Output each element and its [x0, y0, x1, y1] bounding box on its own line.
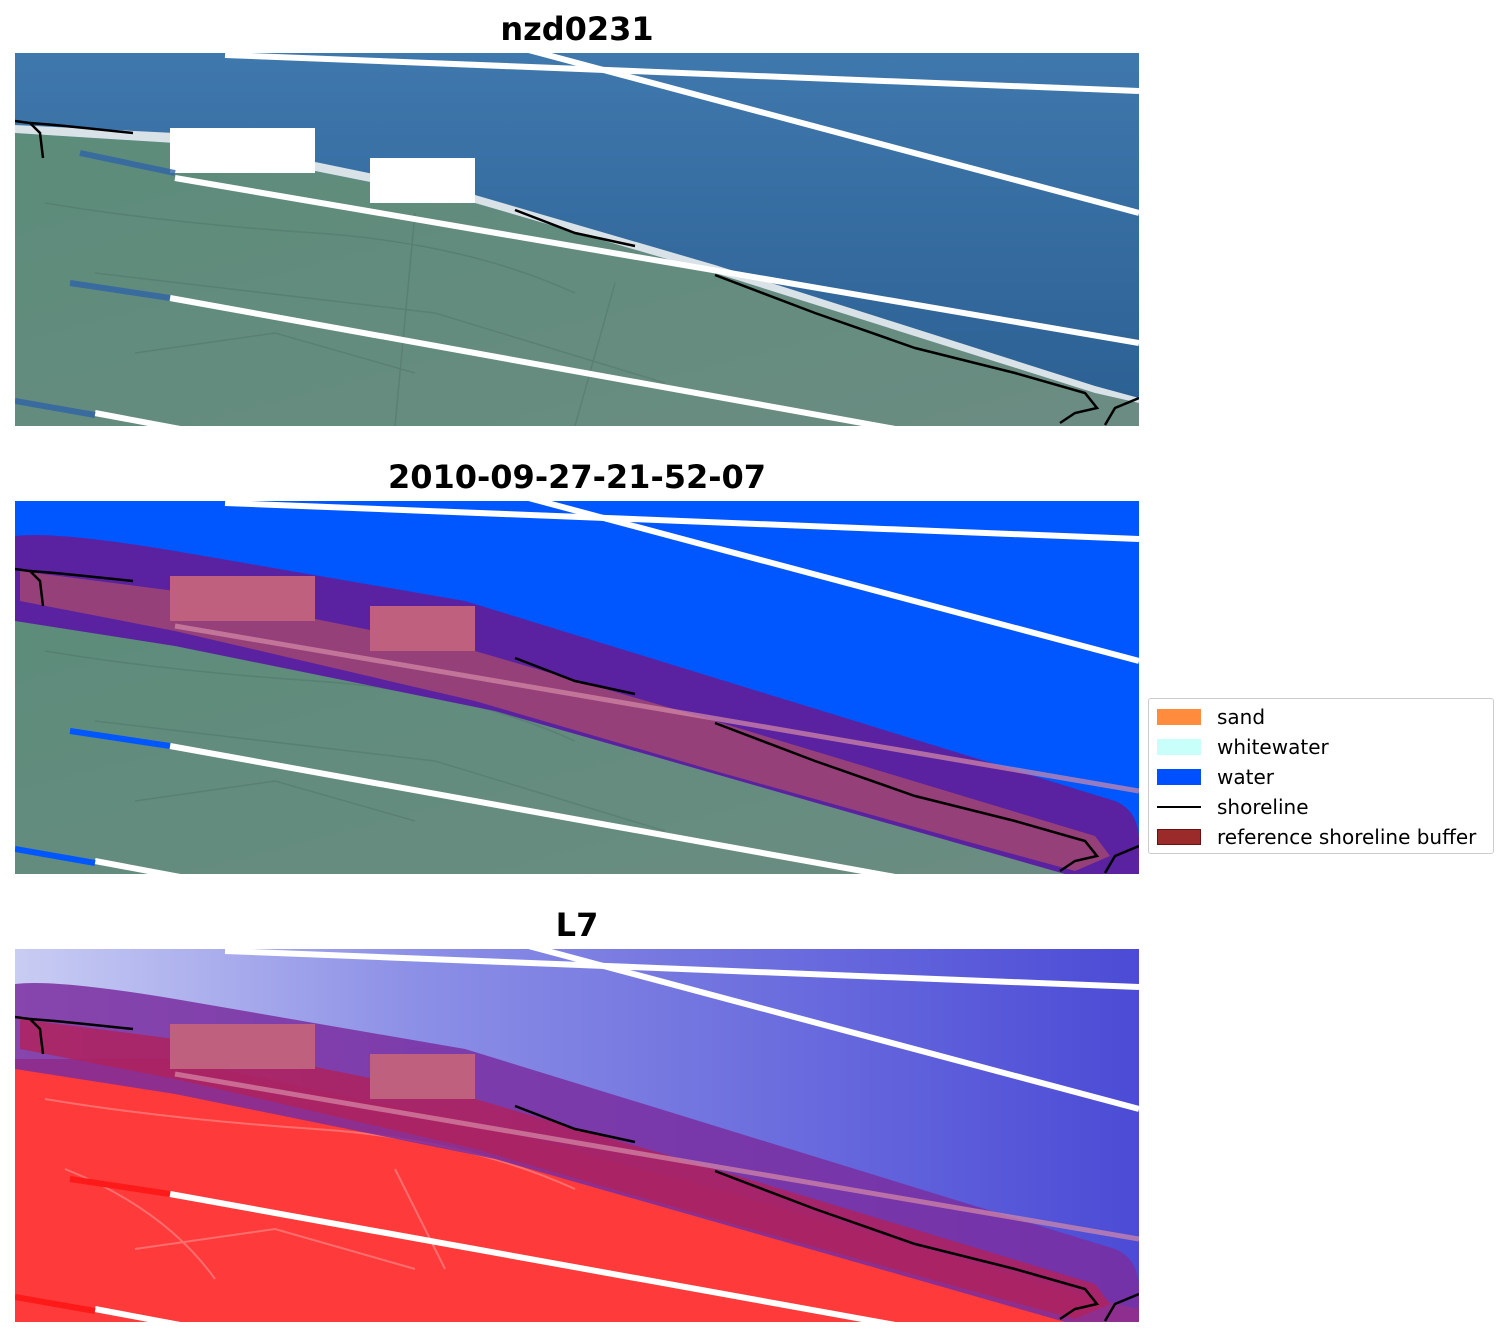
water-swatch: [1157, 769, 1201, 785]
whitewater-swatch: [1157, 739, 1201, 755]
panel-title-2: 2010-09-27-21-52-07: [387, 458, 767, 496]
legend: sand whitewater water shoreline referenc…: [1148, 698, 1494, 854]
sand-swatch: [1157, 709, 1201, 725]
legend-item-water: water: [1149, 761, 1493, 791]
legend-item-reference-buffer: reference shoreline buffer: [1149, 821, 1493, 851]
legend-label: whitewater: [1217, 735, 1329, 759]
classified-image: [15, 501, 1139, 874]
rgb-image: [15, 53, 1139, 426]
reference-buffer-swatch: [1157, 829, 1201, 845]
classified-image-panel: [15, 501, 1139, 874]
legend-item-whitewater: whitewater: [1149, 731, 1493, 761]
legend-label: water: [1217, 765, 1274, 789]
shoreline-line-swatch: [1157, 806, 1201, 808]
legend-label: sand: [1217, 705, 1266, 729]
legend-label: shoreline: [1217, 795, 1309, 819]
rgb-image-panel: [15, 53, 1139, 426]
index-image-panel: [15, 949, 1139, 1322]
legend-label: reference shoreline buffer: [1217, 825, 1477, 849]
index-image: [15, 949, 1139, 1322]
legend-item-sand: sand: [1149, 701, 1493, 731]
legend-item-shoreline: shoreline: [1149, 791, 1493, 821]
panel-title-3: L7: [555, 906, 599, 944]
panel-title-1: nzd0231: [500, 10, 654, 48]
